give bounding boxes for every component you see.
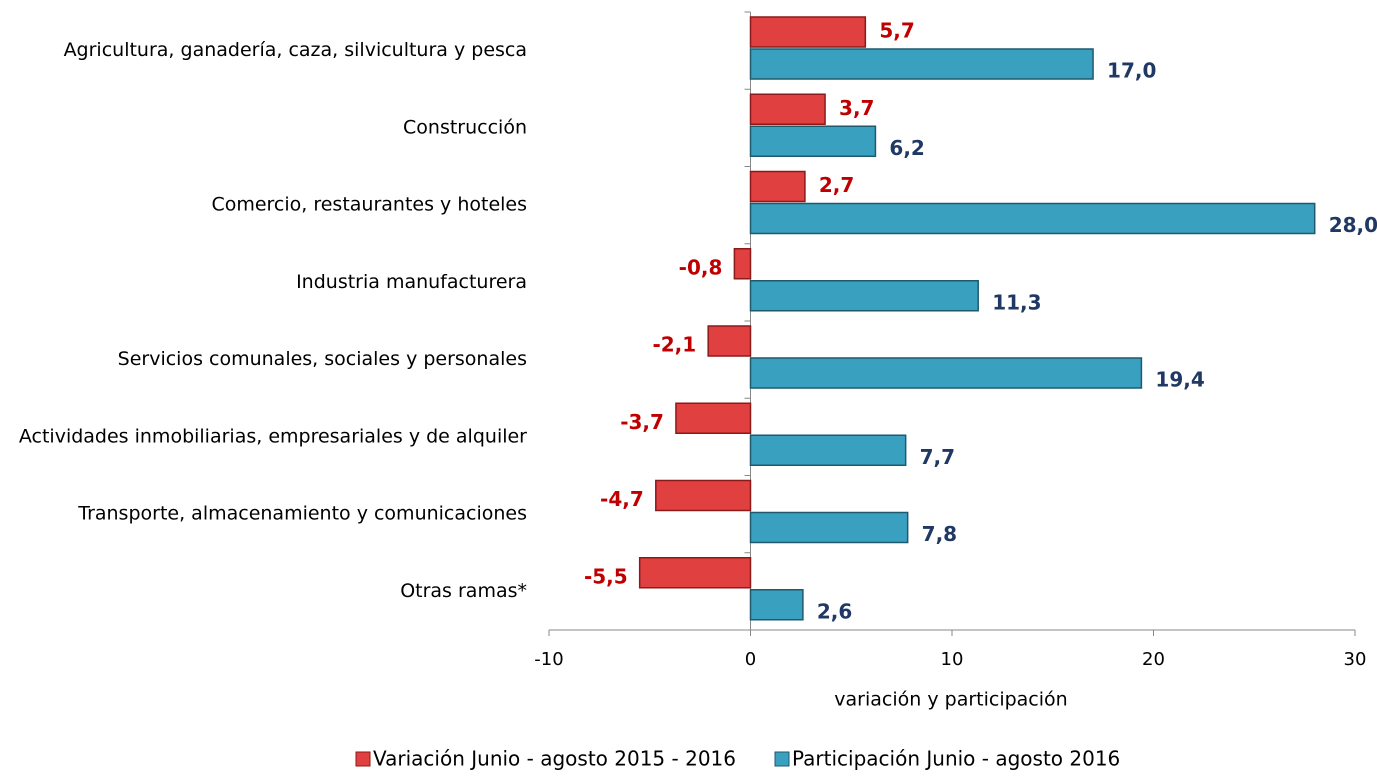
value-label: 7,8 — [922, 522, 957, 546]
value-label: 17,0 — [1107, 59, 1156, 83]
bar — [749, 511, 909, 544]
value-label: -4,7 — [600, 487, 644, 511]
value-label: -3,7 — [620, 410, 664, 434]
value-label: -0,8 — [679, 255, 723, 279]
bar — [749, 48, 1094, 80]
bar — [749, 125, 877, 157]
x-tick-label: 10 — [941, 649, 964, 670]
category-label: Transporte, almacenamiento y comunicacio… — [77, 503, 527, 525]
x-tick-label: 20 — [1142, 649, 1165, 670]
value-label: 6,2 — [889, 136, 924, 160]
bar — [749, 280, 979, 312]
value-label: 19,4 — [1155, 368, 1204, 392]
legend-label: Participación Junio - agosto 2016 — [792, 747, 1120, 771]
value-label: 7,7 — [920, 445, 955, 469]
bar — [655, 479, 752, 512]
value-label: -5,5 — [584, 564, 628, 588]
category-label: Actividades inmobiliarias, empresariales… — [19, 425, 527, 447]
category-label: Servicios comunales, sociales y personal… — [118, 348, 527, 370]
bar — [707, 325, 752, 357]
value-label: 5,7 — [879, 19, 914, 43]
legend-swatch — [355, 751, 371, 767]
legend-swatch — [774, 751, 790, 767]
legend-label: Variación Junio - agosto 2015 - 2016 — [373, 747, 736, 771]
value-label: 28,0 — [1329, 213, 1377, 237]
x-axis-title: variación y participación — [834, 689, 1067, 711]
bar — [749, 434, 907, 466]
value-label: 11,3 — [992, 290, 1041, 314]
bar — [675, 402, 752, 434]
bar — [749, 16, 867, 48]
bar — [749, 93, 826, 125]
bar — [749, 170, 806, 203]
value-label: 2,7 — [819, 173, 854, 197]
bar — [749, 589, 804, 621]
value-label: 3,7 — [839, 96, 874, 120]
value-label: -2,1 — [652, 333, 696, 357]
x-tick-label: 0 — [745, 649, 756, 670]
bar — [749, 357, 1143, 389]
bar — [733, 248, 752, 280]
category-label: Construcción — [403, 116, 527, 138]
category-label: Comercio, restaurantes y hoteles — [211, 194, 527, 216]
category-label: Agricultura, ganadería, caza, silvicultu… — [64, 39, 527, 61]
bar — [638, 557, 752, 589]
bar — [749, 202, 1316, 235]
x-tick-label: -10 — [534, 649, 563, 670]
x-tick-label: 30 — [1344, 649, 1367, 670]
value-label: 2,6 — [817, 599, 852, 623]
category-label: Industria manufacturera — [296, 271, 527, 293]
category-label: Otras ramas* — [400, 580, 527, 602]
